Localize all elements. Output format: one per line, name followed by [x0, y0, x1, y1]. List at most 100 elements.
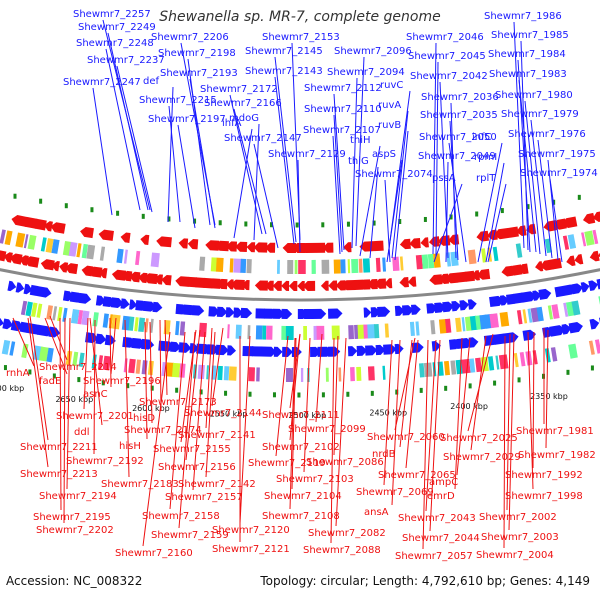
minus-gene	[80, 227, 94, 239]
bottom-gene-label: Shewmr7_2119	[248, 458, 326, 469]
top-leader-line	[549, 178, 563, 263]
minus-gene	[154, 274, 163, 285]
cog-box	[455, 317, 462, 333]
plus-gene	[442, 301, 454, 313]
cog-box	[357, 324, 366, 339]
minus-gene	[282, 242, 297, 254]
cog-box	[358, 258, 363, 273]
minus-gene	[205, 240, 220, 251]
top-gene-label: Shewmr7_2206	[151, 32, 229, 43]
minus-gene	[254, 280, 268, 291]
cog-box	[52, 306, 58, 321]
cog-box	[198, 322, 207, 338]
cog-box	[128, 358, 136, 374]
top-gene-label: rpmI	[474, 152, 497, 163]
top-gene-label: Shewmr7_2074	[355, 169, 433, 180]
cog-box	[467, 249, 477, 265]
top-leader-line	[449, 120, 459, 261]
cog-box	[23, 234, 29, 249]
bottom-gene-label: Shewmr7_2195	[33, 512, 111, 523]
minus-gene	[3, 252, 13, 263]
kbp-label: 2700 kbp	[0, 384, 24, 393]
cog-box	[210, 257, 218, 272]
cog-box	[199, 256, 206, 271]
bottom-gene-label: Shewmr7_2183	[101, 479, 179, 490]
bottom-gene-label: Shewmr7_2194	[39, 491, 117, 502]
cog-box	[175, 320, 180, 336]
top-gene-label: ihfA	[222, 118, 242, 129]
minus-gene	[320, 280, 329, 291]
tick-mark	[372, 220, 376, 226]
tick-mark	[3, 365, 7, 371]
bottom-gene-label: ddl	[74, 427, 89, 438]
plus-gene	[596, 278, 600, 290]
top-gene-label: ruvA	[378, 100, 401, 111]
cog-box	[197, 364, 205, 380]
cog-box	[316, 325, 325, 340]
cog-box	[489, 313, 499, 329]
tick-mark	[39, 198, 43, 204]
cog-box	[179, 321, 186, 336]
bottom-leader-line	[142, 331, 171, 547]
cog-box	[375, 257, 381, 273]
bottom-leader-line	[405, 339, 419, 469]
minus-gene	[504, 226, 519, 238]
minus-gene	[288, 280, 298, 292]
top-leader-line	[351, 77, 358, 249]
minus-gene	[198, 277, 214, 289]
bottom-leader-line	[456, 337, 471, 476]
cog-box	[57, 306, 63, 322]
tick-mark	[141, 213, 145, 219]
minus-gene	[81, 265, 94, 277]
minus-gene	[562, 216, 578, 229]
minus-gene	[566, 255, 576, 266]
cog-box	[498, 354, 509, 370]
top-leader-line	[189, 78, 216, 229]
top-gene-label: Shewmr7_2050	[419, 132, 497, 143]
minus-gene	[574, 254, 584, 265]
bottom-leader-line	[63, 317, 66, 524]
minus-gene	[272, 280, 282, 291]
tick-mark	[398, 219, 402, 225]
cog-box	[298, 259, 306, 275]
cog-box	[581, 232, 587, 247]
cog-box	[150, 252, 160, 268]
bottom-leader-line	[425, 339, 437, 512]
bottom-leader-line	[275, 335, 289, 457]
plus-gene	[459, 300, 470, 311]
minus-gene	[235, 241, 248, 253]
cog-box	[149, 318, 154, 333]
cog-box	[522, 309, 528, 324]
tick-mark	[493, 380, 497, 386]
bottom-gene-label: Shewmr7_2156	[158, 462, 236, 473]
top-leader-line	[177, 124, 196, 229]
plus-gene	[467, 299, 477, 310]
bottom-gene-label: Shewmr7_1981	[516, 426, 594, 437]
top-leader-line	[167, 86, 174, 223]
top-leader-line	[394, 130, 409, 261]
cog-box	[382, 365, 386, 380]
cog-box	[227, 324, 230, 339]
bottom-gene-label: ansA	[364, 507, 389, 518]
bottom-gene-label: asnC	[83, 389, 108, 400]
plus-gene	[78, 292, 92, 304]
top-gene-label: Shewmr7_2193	[160, 68, 238, 79]
tick-mark	[199, 389, 203, 395]
cog-box	[362, 258, 371, 273]
top-gene-label: Shewmr7_2045	[408, 51, 486, 62]
cog-box	[433, 253, 441, 268]
tick-mark	[449, 214, 453, 220]
top-leader-line	[116, 65, 153, 213]
top-gene-label: Shewmr7_1974	[520, 168, 598, 179]
tick-mark	[224, 390, 228, 396]
bottom-gene-label: Shewmr7_2120	[212, 525, 290, 536]
minus-gene	[349, 279, 364, 290]
cog-box	[325, 367, 329, 382]
tick-mark	[590, 365, 594, 371]
top-gene-label: Shewmr7_1976	[508, 129, 586, 140]
bottom-leader-line	[185, 329, 201, 461]
minus-gene	[297, 280, 305, 291]
minus-gene	[494, 227, 510, 240]
cog-box	[418, 363, 425, 378]
bottom-leader-line	[545, 329, 549, 449]
